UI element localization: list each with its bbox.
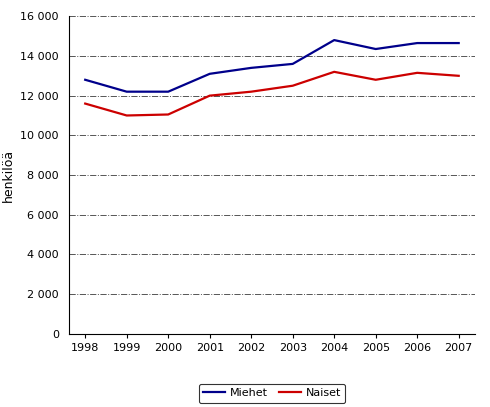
Naiset — [331, 70, 337, 74]
Naiset — [248, 89, 254, 94]
Miehet — [290, 61, 295, 66]
Line: Naiset: Naiset — [85, 72, 459, 116]
Naiset — [414, 70, 420, 75]
Line: Miehet: Miehet — [85, 40, 459, 92]
Miehet — [165, 89, 171, 94]
Miehet — [373, 46, 379, 51]
Miehet — [414, 41, 420, 46]
Miehet — [248, 66, 254, 70]
Miehet — [207, 71, 213, 76]
Naiset — [124, 113, 130, 118]
Naiset — [82, 101, 88, 106]
Miehet — [82, 77, 88, 82]
Miehet — [331, 38, 337, 43]
Legend: Miehet, Naiset: Miehet, Naiset — [198, 384, 345, 403]
Naiset — [165, 112, 171, 117]
Y-axis label: henkilöä: henkilöä — [1, 149, 15, 201]
Naiset — [290, 83, 295, 88]
Miehet — [456, 41, 462, 46]
Miehet — [124, 89, 130, 94]
Naiset — [456, 73, 462, 78]
Naiset — [373, 77, 379, 82]
Naiset — [207, 93, 213, 98]
